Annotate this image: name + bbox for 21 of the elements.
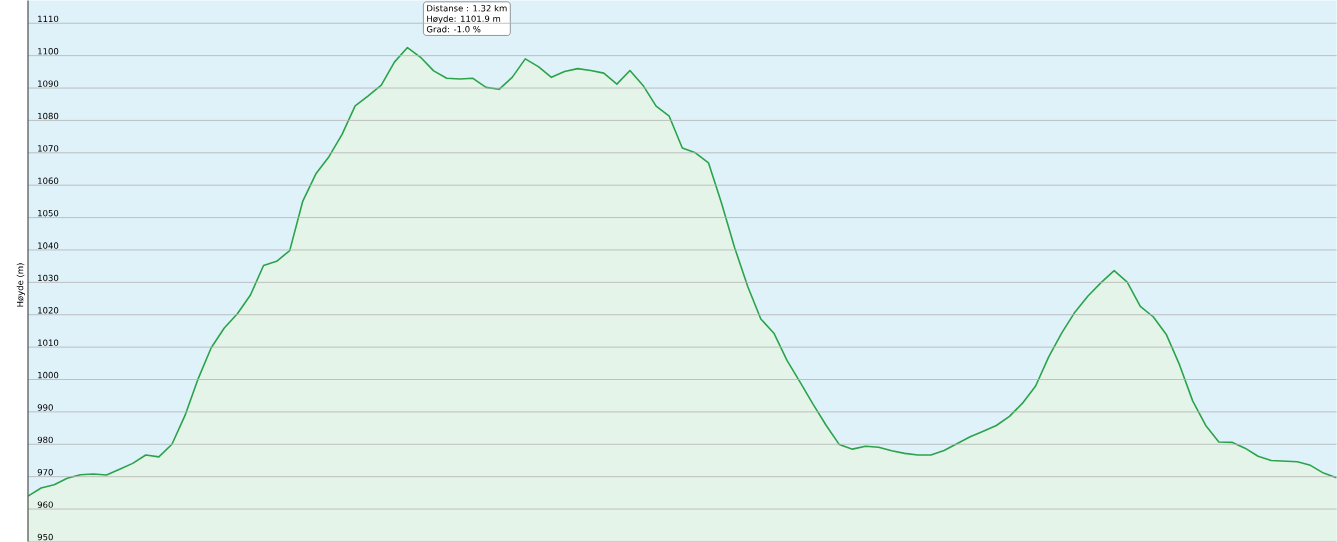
y-tick-label: 1070: [38, 145, 59, 152]
y-tick-label: 1030: [38, 274, 59, 282]
annotation: Grad: -1.0 %: [426, 25, 481, 33]
y-tick-label: 980: [37, 436, 53, 444]
y-tick-label: 960: [37, 501, 53, 508]
y-tick-label: 970: [37, 469, 53, 476]
y-tick-label: 1090: [38, 80, 59, 87]
y-tick-label: 1050: [38, 209, 59, 217]
y-tick-label: 1080: [38, 112, 59, 120]
y-tick-label: 1100: [38, 48, 59, 55]
annotation: Distanse : 1.32 km: [427, 4, 507, 12]
y-tick-label: 1000: [38, 371, 59, 379]
y-axis-title: Høyde (m): [16, 263, 25, 307]
y-tick-label: 1020: [38, 307, 59, 314]
annotation: Høyde: 1101.9 m: [427, 15, 501, 24]
y-tick-label: 950: [37, 533, 53, 541]
y-tick-label: 1040: [38, 242, 59, 249]
y-tick-label: 1060: [38, 177, 59, 184]
y-tick-label: 990: [37, 404, 53, 411]
y-tick-label: 1110: [38, 15, 59, 23]
y-tick-label: 1010: [38, 339, 59, 346]
